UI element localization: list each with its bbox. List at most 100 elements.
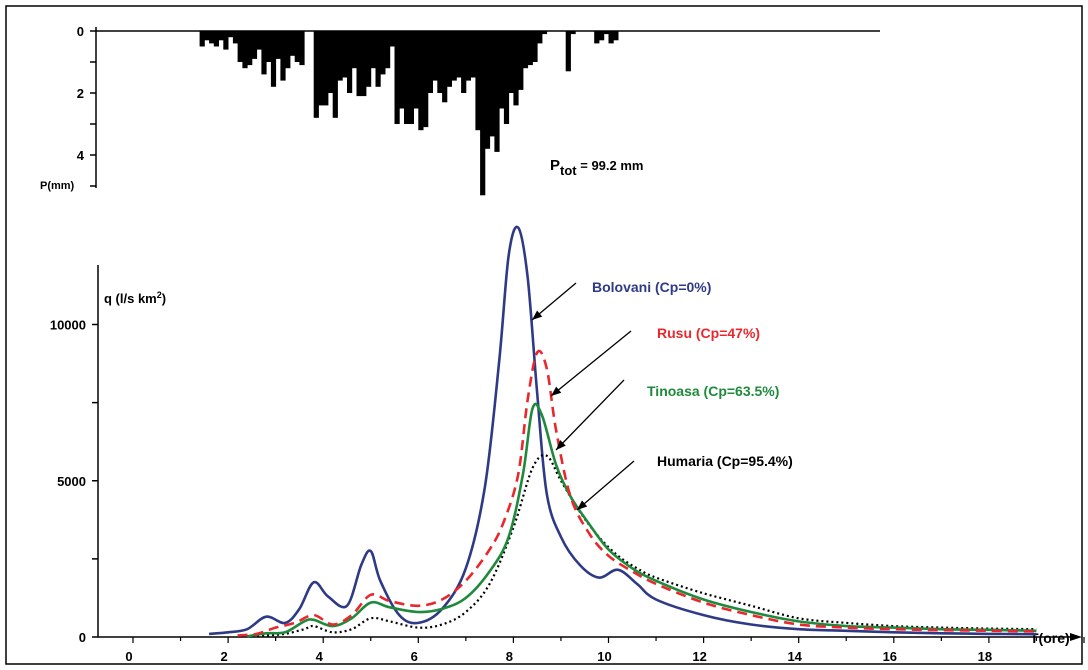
precip-bar bbox=[213, 31, 219, 47]
discharge-x-tick-label: 14 bbox=[787, 649, 802, 664]
precip-bar bbox=[599, 31, 605, 41]
series-pointer-head bbox=[556, 440, 566, 450]
precip-bar bbox=[366, 31, 372, 87]
precip-tick-label: 2 bbox=[77, 86, 84, 101]
series-pointer bbox=[550, 330, 632, 397]
precip-bar bbox=[261, 31, 267, 75]
discharge-x-tick-label: 8 bbox=[506, 649, 513, 664]
series-line-bolovani bbox=[208, 225, 1037, 636]
precip-bar bbox=[608, 31, 614, 44]
precip-bar bbox=[565, 31, 571, 72]
precip-bar bbox=[370, 31, 376, 69]
discharge-y-tick-label: 5000 bbox=[57, 474, 86, 489]
precip-bar bbox=[270, 31, 277, 87]
discharge-y-ticks: 0 5000 10000 bbox=[50, 318, 98, 645]
x-axis-arrow bbox=[1070, 633, 1082, 641]
ptot-value: = 99.2 mm bbox=[577, 158, 644, 173]
precip-bar bbox=[218, 31, 224, 41]
discharge-series bbox=[208, 225, 1037, 638]
discharge-x-tick-label: 16 bbox=[883, 649, 897, 664]
precipitation-bars bbox=[199, 31, 619, 196]
precip-bar bbox=[280, 31, 286, 81]
precip-bar bbox=[242, 31, 248, 69]
precip-bar bbox=[418, 31, 424, 131]
precip-bar bbox=[532, 31, 538, 62]
precip-bar bbox=[209, 31, 215, 44]
precip-bar bbox=[613, 31, 619, 41]
series-label-rusu: Rusu (Cp=47%) bbox=[657, 325, 760, 341]
precipitation-panel: 0 2 4 P(mm) Ptot = 99.2 mm bbox=[40, 24, 880, 196]
ptot-main: P bbox=[550, 157, 560, 174]
precip-bar bbox=[389, 31, 395, 47]
precip-bar bbox=[251, 31, 258, 59]
ylabel-end: ) bbox=[162, 291, 166, 306]
precip-bar bbox=[465, 31, 471, 81]
precip-bar bbox=[446, 31, 452, 87]
precip-bar bbox=[318, 31, 324, 106]
precip-bar bbox=[361, 31, 367, 97]
precip-tick-label: 4 bbox=[77, 148, 85, 163]
precip-bar bbox=[570, 31, 576, 35]
series-label-bolovani: Bolovani (Cp=0%) bbox=[592, 279, 711, 295]
precip-bar bbox=[204, 31, 210, 41]
precip-bar bbox=[475, 31, 481, 131]
precip-bar bbox=[537, 31, 543, 44]
precip-bar bbox=[594, 31, 600, 44]
precipitation-y-label: P(mm) bbox=[40, 180, 75, 192]
ylabel-main: q (l/s km bbox=[104, 291, 157, 306]
precip-bar bbox=[404, 31, 410, 124]
precip-bar bbox=[408, 31, 414, 124]
series-pointer bbox=[576, 460, 635, 511]
precip-bar bbox=[337, 31, 343, 81]
precip-bar bbox=[356, 31, 362, 97]
precip-bar bbox=[451, 31, 457, 81]
ptot-sub: tot bbox=[560, 163, 577, 178]
precip-bar bbox=[603, 31, 609, 35]
precip-bar bbox=[199, 31, 205, 47]
precip-bar bbox=[289, 31, 296, 56]
discharge-y-tick-label: 10000 bbox=[50, 318, 86, 333]
discharge-x-label: T(ore) bbox=[1030, 630, 1070, 646]
series-labels: Bolovani (Cp=0%) Rusu (Cp=47%) Tinoasa (Cp… bbox=[531, 279, 793, 511]
precip-bar bbox=[385, 31, 391, 69]
precip-bar bbox=[313, 31, 319, 118]
precip-bar bbox=[489, 31, 495, 137]
precip-bar bbox=[266, 31, 272, 62]
precip-bar bbox=[237, 31, 243, 62]
precip-bar bbox=[351, 31, 357, 69]
precip-bar bbox=[423, 31, 429, 128]
precip-bar bbox=[503, 31, 510, 124]
precip-bar bbox=[461, 31, 467, 93]
discharge-y-tick-label: 0 bbox=[79, 630, 86, 645]
precip-bar bbox=[480, 31, 486, 196]
precip-bar bbox=[375, 31, 381, 87]
precip-bar bbox=[294, 31, 300, 62]
discharge-x-tick-label: 0 bbox=[125, 649, 132, 664]
precip-bar bbox=[432, 31, 438, 81]
total-precipitation-annotation: Ptot = 99.2 mm bbox=[550, 157, 643, 178]
precip-bar bbox=[456, 31, 462, 78]
ylabel-sup: 2 bbox=[157, 290, 162, 300]
series-label-tinoasa: Tinoasa (Cp=63.5%) bbox=[647, 383, 779, 399]
precip-bar bbox=[442, 31, 448, 103]
discharge-x-tick-label: 2 bbox=[220, 649, 227, 664]
series-label-humaria: Humaria (Cp=95.4%) bbox=[657, 453, 793, 469]
precip-bar bbox=[380, 31, 386, 75]
precip-bar bbox=[342, 31, 348, 78]
discharge-x-ticks: 0 2 4 6 8 10 12 14 16 18 bbox=[125, 637, 1085, 664]
precip-bar bbox=[275, 31, 281, 59]
series-pointer-head bbox=[551, 386, 562, 396]
precipitation-y-ticks: 0 2 4 bbox=[77, 24, 96, 187]
precip-bar bbox=[256, 31, 262, 50]
precip-bar bbox=[470, 31, 476, 78]
precip-bar bbox=[499, 31, 505, 109]
precip-bar bbox=[328, 31, 334, 93]
precip-bar bbox=[437, 31, 443, 93]
precip-tick-label: 0 bbox=[77, 24, 84, 39]
precip-bar bbox=[494, 31, 500, 152]
precip-bar bbox=[541, 31, 548, 35]
precip-bar bbox=[522, 31, 529, 69]
precip-bar bbox=[285, 31, 291, 69]
discharge-x-tick-label: 4 bbox=[316, 649, 324, 664]
